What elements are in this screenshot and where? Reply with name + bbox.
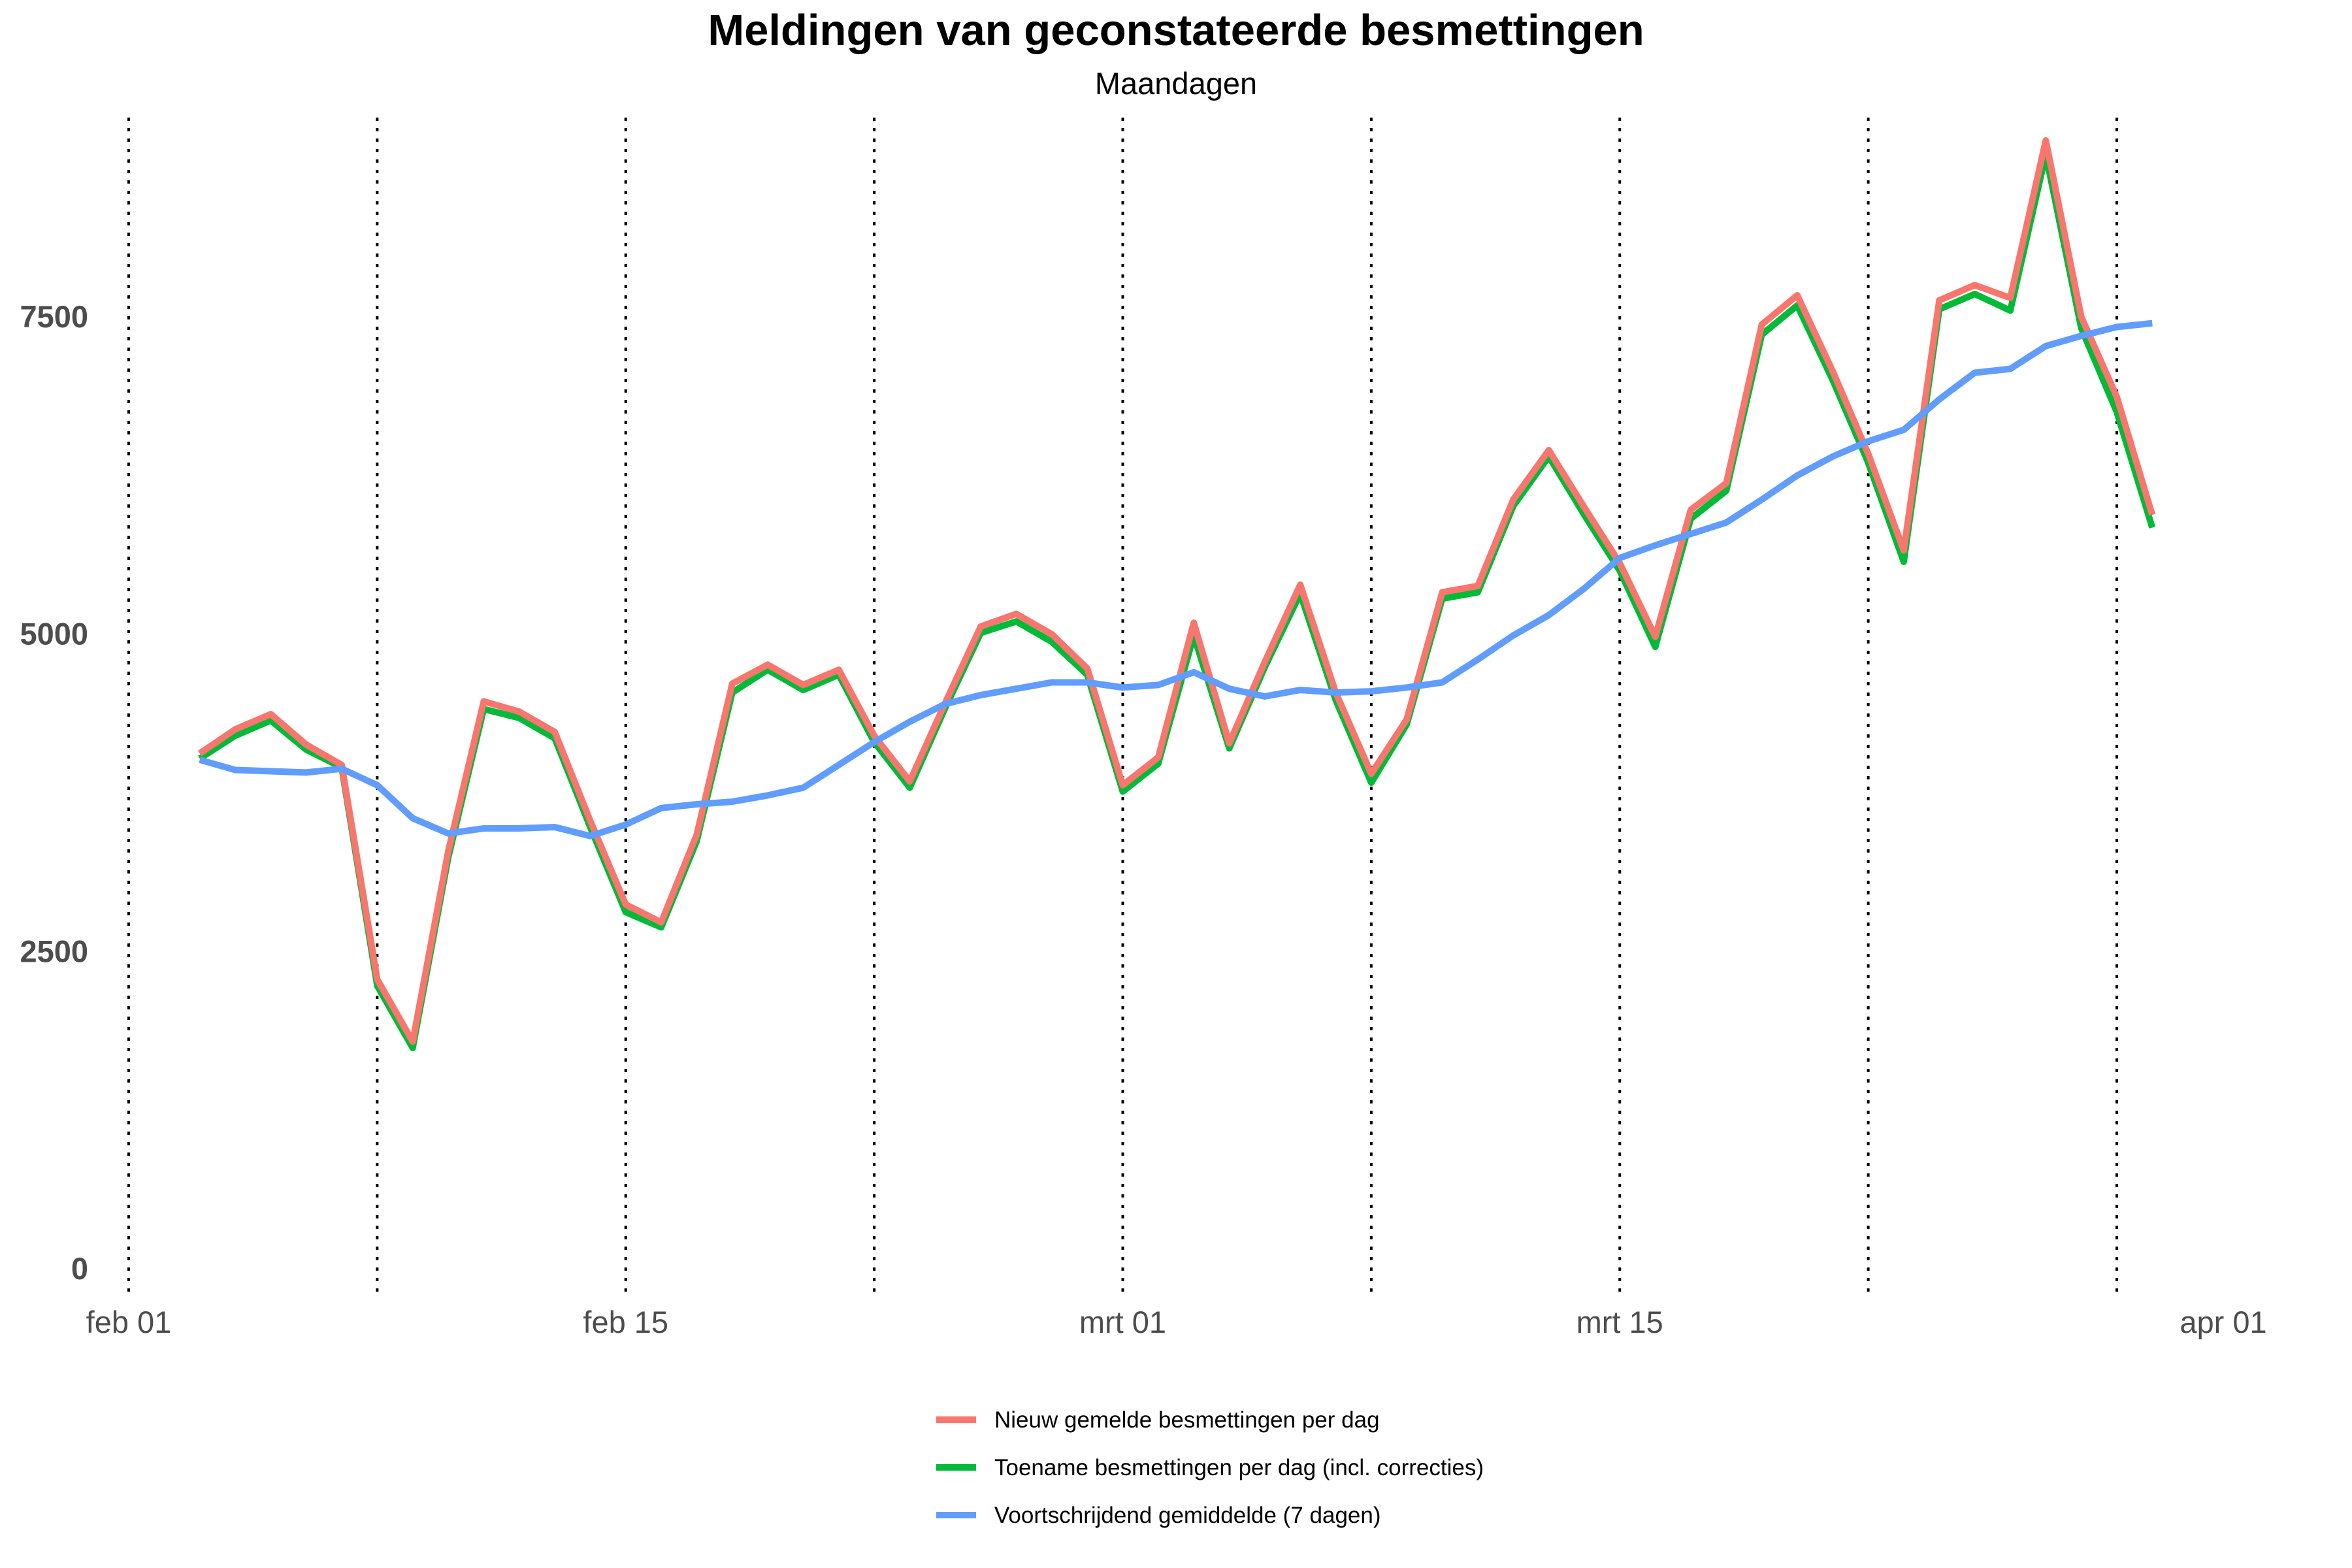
legend-label: Toename besmettingen per dag (incl. corr… <box>994 1455 1484 1480</box>
chart-title: Meldingen van geconstateerde besmettinge… <box>708 6 1644 55</box>
weekly-reference-lines <box>127 118 2118 1294</box>
x-tick-label: feb 01 <box>86 1305 172 1339</box>
x-tick-label: apr 01 <box>2180 1305 2266 1339</box>
series-lines <box>197 137 2156 1051</box>
y-tick-label: 7500 <box>20 299 88 334</box>
series-line <box>197 151 2156 1051</box>
y-axis: 0 2500 5000 7500 <box>20 299 88 1286</box>
series-line <box>197 137 2156 1045</box>
x-tick-label: feb 15 <box>583 1305 668 1339</box>
y-tick-label: 2500 <box>20 934 88 968</box>
legend-label: Nieuw gemelde besmettingen per dag <box>994 1407 1380 1433</box>
y-tick-label: 0 <box>71 1251 88 1286</box>
chart-subtitle: Maandagen <box>1095 66 1257 101</box>
series-line <box>199 319 2153 840</box>
x-tick-label: mrt 01 <box>1079 1305 1166 1339</box>
y-tick-label: 5000 <box>20 617 88 651</box>
x-tick-label: mrt 15 <box>1576 1305 1663 1339</box>
legend-label: Voortschrijdend gemiddelde (7 dagen) <box>994 1503 1381 1528</box>
x-axis: feb 01 feb 15 mrt 01 mrt 15 apr 01 <box>86 1305 2267 1339</box>
legend: Nieuw gemelde besmettingen per dag Toenam… <box>936 1407 1484 1528</box>
